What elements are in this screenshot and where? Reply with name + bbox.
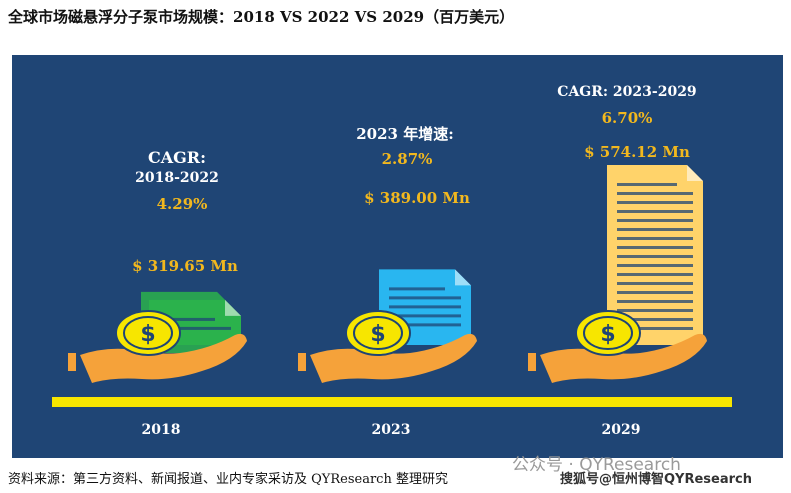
hand-cuff-2023: [298, 353, 306, 371]
document-line-2029: [617, 318, 693, 321]
dollar-sign-2018: $: [140, 322, 155, 347]
document-line-2029: [617, 201, 693, 204]
hand-2018: [80, 333, 247, 383]
document-line-2029: [617, 246, 693, 249]
document-line-2029: [617, 291, 693, 294]
document-fold-2029: [687, 165, 703, 181]
document-line-2023: [389, 287, 445, 291]
value-label-2018: $ 319.65 Mn: [132, 257, 238, 275]
coin-rim-2018: [123, 316, 173, 350]
annotation-2018-rate: 4.29%: [156, 195, 208, 213]
document-line-2029: [617, 210, 693, 213]
document-fold-2023: [455, 269, 471, 286]
category-label-2029: 2029: [601, 422, 641, 438]
document-line-2029: [617, 264, 693, 267]
annotation-2018-heading-2: 2018-2022: [135, 170, 219, 186]
annotation-2018-heading-1: CAGR:: [147, 148, 206, 167]
document-line-2029: [617, 309, 693, 312]
hand-cuff-2029: [528, 353, 536, 371]
document-fold-2018: [225, 299, 241, 316]
annotation-2023-heading: 2023 年增速:: [356, 125, 454, 143]
dollar-sign-2023: $: [370, 322, 385, 347]
document-line-2029: [617, 219, 693, 222]
document-line-2018: [159, 317, 215, 321]
timeline-bar: [52, 397, 732, 407]
document-line-2029: [617, 255, 693, 258]
dollar-sign-2029: $: [600, 322, 615, 347]
document-line-2029: [617, 192, 693, 195]
watermark-sohu: 搜狐号@恒州博智QYResearch: [560, 472, 752, 487]
value-label-2023: $ 389.00 Mn: [364, 189, 470, 207]
source-note: 资料来源：第三方资料、新闻报道、业内专家采访及 QYResearch 整理研究: [8, 472, 448, 487]
document-line-2029: [617, 273, 693, 276]
document-line-2029: [617, 282, 693, 285]
category-label-2023: 2023: [371, 422, 411, 438]
hand-2023: [310, 333, 477, 383]
hand-cuff-2018: [68, 353, 76, 371]
annotation-2029-rate: 6.70%: [601, 109, 653, 127]
annotation-2029-heading: CAGR: 2023-2029: [557, 84, 697, 100]
hand-2029: [540, 333, 707, 383]
chart-graphic: $ $ $: [52, 165, 732, 407]
coin-rim-2023: [353, 316, 403, 350]
value-label-2029: $ 574.12 Mn: [584, 143, 690, 161]
document-line-2029: [617, 327, 693, 330]
document-line-2023: [389, 314, 461, 318]
document-line-2029: [617, 183, 677, 186]
document-line-2023: [389, 323, 461, 327]
chart-panel: $ $ $ CAGR: 2018-2022 4.29% $ 319.65 Mn 20…: [12, 55, 783, 458]
watermark-wechat: 公众号 · QYResearch: [512, 455, 681, 475]
annotation-2023-rate: 2.87%: [381, 150, 433, 168]
document-line-2029: [617, 228, 693, 231]
document-line-2023: [389, 305, 461, 309]
document-line-2029: [617, 300, 693, 303]
document-line-2023: [389, 296, 461, 300]
coin-rim-2029: [583, 316, 633, 350]
document-line-2018: [159, 326, 231, 330]
chart-title: 全球市场磁悬浮分子泵市场规模：2018 VS 2022 VS 2029（百万美元…: [8, 8, 515, 26]
document-line-2029: [617, 237, 693, 240]
category-label-2018: 2018: [141, 422, 181, 438]
